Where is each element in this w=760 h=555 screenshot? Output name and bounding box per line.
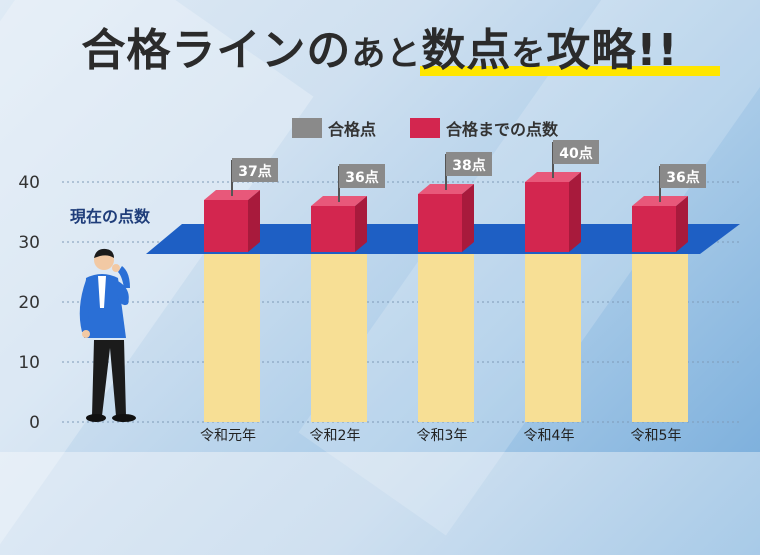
flag (660, 164, 706, 188)
flag-label: 36点 (666, 169, 699, 186)
flag (339, 164, 385, 188)
bar-base (525, 254, 581, 422)
title-part: 数点 (421, 25, 512, 76)
y-tick-label: 0 (29, 413, 40, 433)
flag (553, 140, 599, 164)
title-part: を (511, 34, 547, 74)
remaining-bar (204, 200, 248, 252)
flag (446, 152, 492, 176)
bar-base (204, 254, 260, 422)
x-tick-label: 令和3年 (417, 428, 468, 444)
flag (232, 158, 278, 182)
remaining-bar-side (248, 190, 260, 252)
remaining-bar-side (569, 172, 581, 252)
thinking-man-illustration (79, 248, 136, 422)
y-tick-label: 40 (18, 173, 40, 193)
remaining-bar-side (676, 196, 688, 252)
flag-label: 38点 (452, 157, 485, 174)
page-title: 合格ラインのあと数点を攻略!! (0, 14, 760, 78)
x-tick-label: 令和2年 (310, 428, 361, 444)
flag-label: 36点 (345, 169, 378, 186)
flag-label: 40点 (559, 145, 592, 162)
remaining-bar-side (355, 196, 367, 252)
remaining-bar (525, 182, 569, 252)
bar-base (418, 254, 474, 422)
flag-label: 37点 (238, 163, 271, 180)
x-tick-label: 令和5年 (631, 428, 682, 444)
legend: 合格点 合格までの点数 (292, 116, 558, 140)
title-part: あと (351, 34, 422, 74)
remaining-bar (632, 206, 676, 252)
legend-label-pass: 合格点 (328, 120, 377, 139)
y-tick-label: 30 (18, 233, 40, 253)
remaining-bar (418, 194, 462, 252)
legend-label-remaining: 合格までの点数 (446, 120, 559, 139)
bar-base (311, 254, 367, 422)
bar-base (632, 254, 688, 422)
legend-swatch-pass (292, 118, 322, 138)
title-part: 攻略!! (546, 25, 679, 76)
x-tick-label: 令和元年 (200, 428, 256, 444)
title-highlight (420, 66, 720, 76)
y-tick-label: 20 (18, 293, 40, 313)
title-part: 合格ラインの (81, 25, 352, 76)
x-tick-label: 令和4年 (524, 428, 575, 444)
y-tick-label: 10 (18, 353, 40, 373)
legend-swatch-remaining (410, 118, 441, 138)
current-score-label: 現在の点数 (70, 207, 151, 226)
remaining-bar-side (462, 184, 474, 252)
remaining-bar (311, 206, 355, 252)
